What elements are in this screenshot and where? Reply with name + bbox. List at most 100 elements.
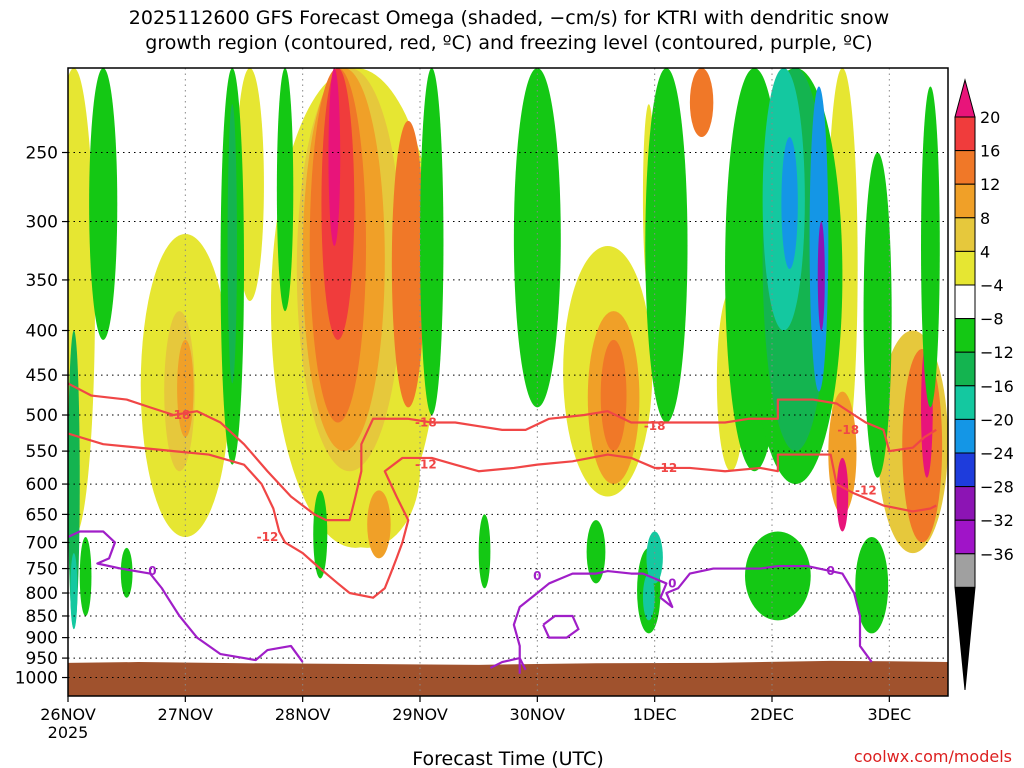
contour-label-11: 0 — [826, 564, 834, 578]
y-tick-label-500: 500 — [26, 406, 58, 426]
colorbar-legend: 20 16 12 8 4 −4 −8 −12 −16 −20 −24 −28 −32 −36 — [954, 78, 1014, 691]
colorbar-label-7: −12 — [980, 343, 1014, 362]
colorbar-label-0: 20 — [980, 108, 1000, 127]
contour-label-6: -18 — [644, 419, 666, 433]
y-tick-label-450: 450 — [26, 366, 58, 386]
colorbar-swatch-2 — [954, 150, 976, 185]
contour--12-1 — [68, 432, 937, 599]
omega-cell-51 — [68, 330, 80, 630]
contour-label-8: 0 — [668, 576, 676, 590]
contour-label-0: -18 — [169, 408, 191, 422]
omega-cell-21 — [836, 457, 849, 532]
omega-cell-33 — [313, 490, 328, 579]
y-tick-label-850: 850 — [26, 607, 58, 627]
omega-cell-48 — [745, 531, 811, 621]
colorbar-label-10: −24 — [980, 444, 1014, 463]
y-tick-label-600: 600 — [26, 475, 58, 495]
colorbar-swatch-7 — [954, 318, 976, 353]
omega-cell-30 — [227, 104, 237, 384]
omega-cell-53 — [646, 531, 663, 584]
x-tick-label-1: 27NOV — [158, 705, 214, 724]
colorbar-label-13: −36 — [980, 545, 1014, 564]
y-tick-label-800: 800 — [26, 584, 58, 604]
contour--18-0 — [68, 382, 937, 522]
y-tick-label-1000: 1000 — [15, 669, 58, 689]
colorbar-label-1: 16 — [980, 142, 1000, 161]
contour-0-2 — [68, 530, 304, 663]
colorbar-swatch-11 — [954, 452, 976, 488]
omega-cell-16 — [600, 339, 627, 452]
omega-cell-26 — [89, 68, 118, 340]
contour-label-1: -12 — [257, 530, 279, 544]
x-tick-label-4: 30NOV — [510, 705, 566, 724]
omega-shading — [68, 68, 948, 634]
y-tick-label-400: 400 — [26, 322, 58, 342]
contour-0-3 — [489, 656, 527, 671]
y-tick-label-650: 650 — [26, 505, 58, 525]
colorbar-swatch-10 — [954, 418, 976, 454]
y-tick-label-250: 250 — [26, 144, 58, 164]
colorbar-bottom-arrow — [954, 586, 976, 691]
x-tick-label-2: 28NOV — [275, 705, 331, 724]
omega-cell-47 — [863, 152, 892, 478]
omega-cell-38 — [642, 573, 655, 621]
colorbar-label-3: 8 — [980, 209, 990, 228]
contour-0-loop — [542, 614, 580, 639]
omega-cell-46 — [817, 221, 825, 331]
y-tick-label-700: 700 — [26, 533, 58, 553]
source-credit: coolwx.com/models — [854, 747, 1012, 766]
contour-label-2: 0 — [148, 564, 156, 578]
y-axis-ticks: 2503003504004505005506006507007508008509… — [15, 144, 68, 689]
colorbar-swatch-1 — [954, 116, 976, 152]
colorbar-swatch-14 — [954, 553, 976, 588]
colorbar-swatch-5 — [954, 250, 976, 286]
omega-cell-44 — [781, 137, 798, 269]
terrain-fill — [68, 660, 948, 696]
plot-frame — [67, 67, 949, 697]
omega-cell-28 — [120, 547, 133, 598]
x-tick-label-3: 29NOV — [392, 705, 448, 724]
y-tick-label-300: 300 — [26, 213, 58, 233]
contour-labels: -18 -12 0 -18 -12 0 -18 -12 0 -18 -12 0 — [148, 408, 876, 590]
contour-label-4: -12 — [415, 458, 437, 472]
x-tick-label-7: 3DEC — [867, 705, 911, 724]
y-tick-label-950: 950 — [26, 649, 58, 669]
omega-cell-50 — [921, 86, 940, 408]
colorbar-label-4: 4 — [980, 242, 990, 261]
colorbar-label-8: −16 — [980, 377, 1014, 396]
omega-cell-32 — [420, 68, 444, 416]
colorbar-label-9: −20 — [980, 410, 1014, 429]
contour-0-4 — [512, 564, 873, 674]
x-tick-label-0: 26NOV — [40, 705, 96, 724]
colorbar-label-11: −28 — [980, 478, 1014, 497]
y-tick-label-350: 350 — [26, 271, 58, 291]
x-tick-label-5: 1DEC — [633, 705, 677, 724]
y-tick-label-550: 550 — [26, 442, 58, 462]
x-axis-ticks: 26NOV 27NOV 28NOV 29NOV 30NOV 1DEC 2DEC 3DEC — [40, 696, 911, 724]
x-axis-year: 2025 — [48, 723, 89, 742]
contour-label-9: -18 — [837, 423, 859, 437]
contours — [68, 382, 937, 674]
colorbar-swatch-9 — [954, 385, 976, 420]
omega-cell-10 — [328, 68, 341, 246]
omega-cell-25 — [689, 68, 714, 138]
colorbar-swatch-4 — [954, 217, 976, 252]
colorbar-label-6: −8 — [980, 310, 1004, 329]
colorbar-swatch-8 — [954, 351, 976, 387]
contour-label-5: 0 — [533, 569, 541, 583]
colorbar-label-5: −4 — [980, 276, 1004, 295]
terrain-below-ground — [68, 660, 948, 696]
omega-cell-49 — [855, 536, 889, 634]
omega-cell-34 — [478, 514, 491, 589]
colorbar-label-12: −32 — [980, 511, 1014, 530]
colorbar-swatch-6 — [954, 284, 976, 320]
x-axis-label: Forecast Time (UTC) — [412, 748, 603, 768]
dotted-grid — [68, 68, 948, 696]
contour-label-3: -18 — [415, 416, 437, 430]
colorbar-label-2: 12 — [980, 175, 1000, 194]
contour-label-10: -12 — [855, 483, 877, 497]
omega-cell-39 — [645, 68, 688, 423]
colorbar-top-arrow — [954, 78, 976, 118]
omega-cell-13 — [367, 490, 391, 559]
